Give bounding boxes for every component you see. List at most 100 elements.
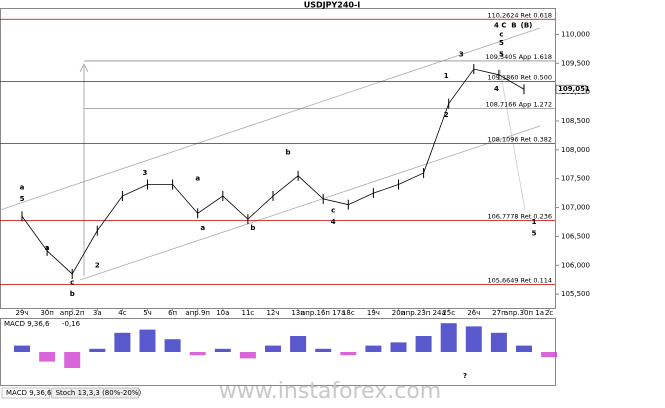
macd-bar bbox=[114, 332, 131, 352]
macd-bar bbox=[239, 352, 256, 359]
x-tick-label: 19ч bbox=[367, 309, 380, 317]
wave-label: b bbox=[70, 290, 75, 298]
level-label: 108,7166 App 1.272 bbox=[486, 100, 552, 108]
y-tick-label: 106,000 bbox=[561, 261, 590, 269]
y-tick-label: 108,500 bbox=[561, 117, 590, 125]
x-tick-label: 26ч bbox=[467, 309, 480, 317]
macd-bar bbox=[290, 336, 307, 352]
wave-label: b bbox=[286, 149, 291, 157]
y-tick-label: 107,000 bbox=[561, 204, 590, 212]
x-tick-label: 29ч bbox=[15, 309, 28, 317]
wave-label: (B) bbox=[521, 22, 533, 30]
level-label: 109,5405 App 1.618 bbox=[486, 53, 552, 61]
y-tick-label: 107,500 bbox=[561, 175, 590, 183]
wave-label: 4 bbox=[331, 218, 336, 226]
y-tick-label: 106,500 bbox=[561, 232, 590, 240]
macd-bar bbox=[315, 348, 332, 352]
macd-bar bbox=[89, 348, 106, 352]
level-label: 110,2624 Ret 0.618 bbox=[487, 11, 552, 19]
x-tick-label: 27п bbox=[492, 309, 505, 317]
macd-bar bbox=[516, 345, 532, 352]
x-tick-label: 30п bbox=[40, 309, 53, 317]
tab[interactable] bbox=[1, 387, 50, 399]
price-panel bbox=[0, 8, 556, 309]
macd-value: -0,16 bbox=[62, 320, 81, 328]
x-tick-label: 2с bbox=[545, 309, 553, 317]
macd-bar bbox=[415, 336, 432, 352]
tab-label: MACD 9,36,6 bbox=[6, 389, 52, 397]
macd-bar bbox=[139, 329, 156, 352]
wave-label: 5 bbox=[20, 195, 25, 203]
x-tick-label: апр.30п 1а bbox=[504, 309, 544, 317]
watermark: www.instaforex.com bbox=[219, 379, 442, 404]
macd-bar bbox=[214, 348, 231, 352]
macd-bar bbox=[189, 352, 206, 356]
y-tick-label: 108,000 bbox=[561, 146, 590, 154]
wave-label: 2 bbox=[444, 111, 449, 119]
channel-bottom bbox=[79, 125, 541, 281]
price-tag bbox=[555, 84, 587, 94]
x-tick-label: 5ч bbox=[143, 309, 152, 317]
x-tick-label: 10а bbox=[216, 309, 229, 317]
level-label: 109,1860 Ret 0.500 bbox=[487, 73, 552, 81]
macd-bar bbox=[39, 352, 56, 362]
current-price: 109,051 bbox=[558, 85, 590, 93]
price-line bbox=[21, 68, 525, 275]
macd-title: MACD 9,36,6 bbox=[4, 320, 50, 328]
macd-bar bbox=[340, 352, 357, 356]
wave-label: a bbox=[200, 224, 205, 232]
level-label: 108,1096 Ret 0.382 bbox=[487, 136, 552, 144]
wave-label: a bbox=[45, 244, 50, 252]
x-tick-label: апр.16п 17а bbox=[301, 309, 345, 317]
x-tick-label: 20п bbox=[392, 309, 405, 317]
y-tick-label: 105,500 bbox=[561, 290, 590, 298]
x-tick-label: 4с bbox=[118, 309, 126, 317]
wave-label: C bbox=[501, 22, 506, 30]
wave-label: 5 bbox=[532, 230, 537, 238]
macd-annotation: ? bbox=[463, 372, 467, 380]
tab[interactable] bbox=[51, 387, 140, 399]
y-tick-label: 110,000 bbox=[561, 30, 590, 38]
macd-bar bbox=[465, 326, 482, 352]
level-label: 105,6649 Ret 0.114 bbox=[487, 277, 552, 285]
macd-bar bbox=[14, 345, 30, 352]
y-tick-label: 109,500 bbox=[561, 59, 590, 67]
x-tick-label: 12ч bbox=[266, 309, 279, 317]
projection bbox=[499, 69, 526, 211]
x-tick-label: 13п bbox=[291, 309, 304, 317]
x-tick-label: 18с bbox=[342, 309, 355, 317]
macd-bar bbox=[390, 342, 407, 352]
macd-bar bbox=[64, 352, 81, 368]
wave-label: a bbox=[195, 175, 200, 183]
macd-bar bbox=[541, 352, 558, 358]
wave-label: c bbox=[331, 206, 335, 214]
wave-label: c bbox=[70, 279, 74, 287]
wave-label: 4 bbox=[494, 85, 499, 93]
chart-title: USDJPY240-I bbox=[304, 1, 361, 10]
x-tick-label: 11с bbox=[242, 309, 255, 317]
wave-label: 2 bbox=[95, 261, 100, 269]
macd-bar bbox=[365, 345, 382, 352]
x-tick-label: апр.23п 24а bbox=[401, 309, 445, 317]
wave-label: 3 bbox=[143, 169, 148, 177]
macd-bar bbox=[265, 345, 281, 352]
macd-bar bbox=[490, 332, 507, 352]
x-tick-label: апр.2п bbox=[60, 309, 85, 317]
wave-label: 1 bbox=[444, 72, 449, 80]
x-tick-label: 25с bbox=[442, 309, 455, 317]
x-tick-label: апр.9п bbox=[185, 309, 210, 317]
arrow-head bbox=[79, 63, 89, 73]
macd-bar bbox=[164, 339, 181, 352]
macd-bar bbox=[440, 323, 457, 352]
wave-label: B bbox=[511, 22, 516, 30]
level-label: 106,7778 Ret 0.236 bbox=[487, 212, 552, 220]
wave-label: 1 bbox=[532, 218, 537, 226]
wave-label: c bbox=[499, 30, 503, 38]
wave-label: 4 bbox=[494, 22, 499, 30]
channel-top bbox=[0, 27, 541, 211]
wave-label: 5 bbox=[499, 51, 504, 59]
x-tick-label: 6п bbox=[168, 309, 177, 317]
wave-label: b bbox=[250, 224, 255, 232]
